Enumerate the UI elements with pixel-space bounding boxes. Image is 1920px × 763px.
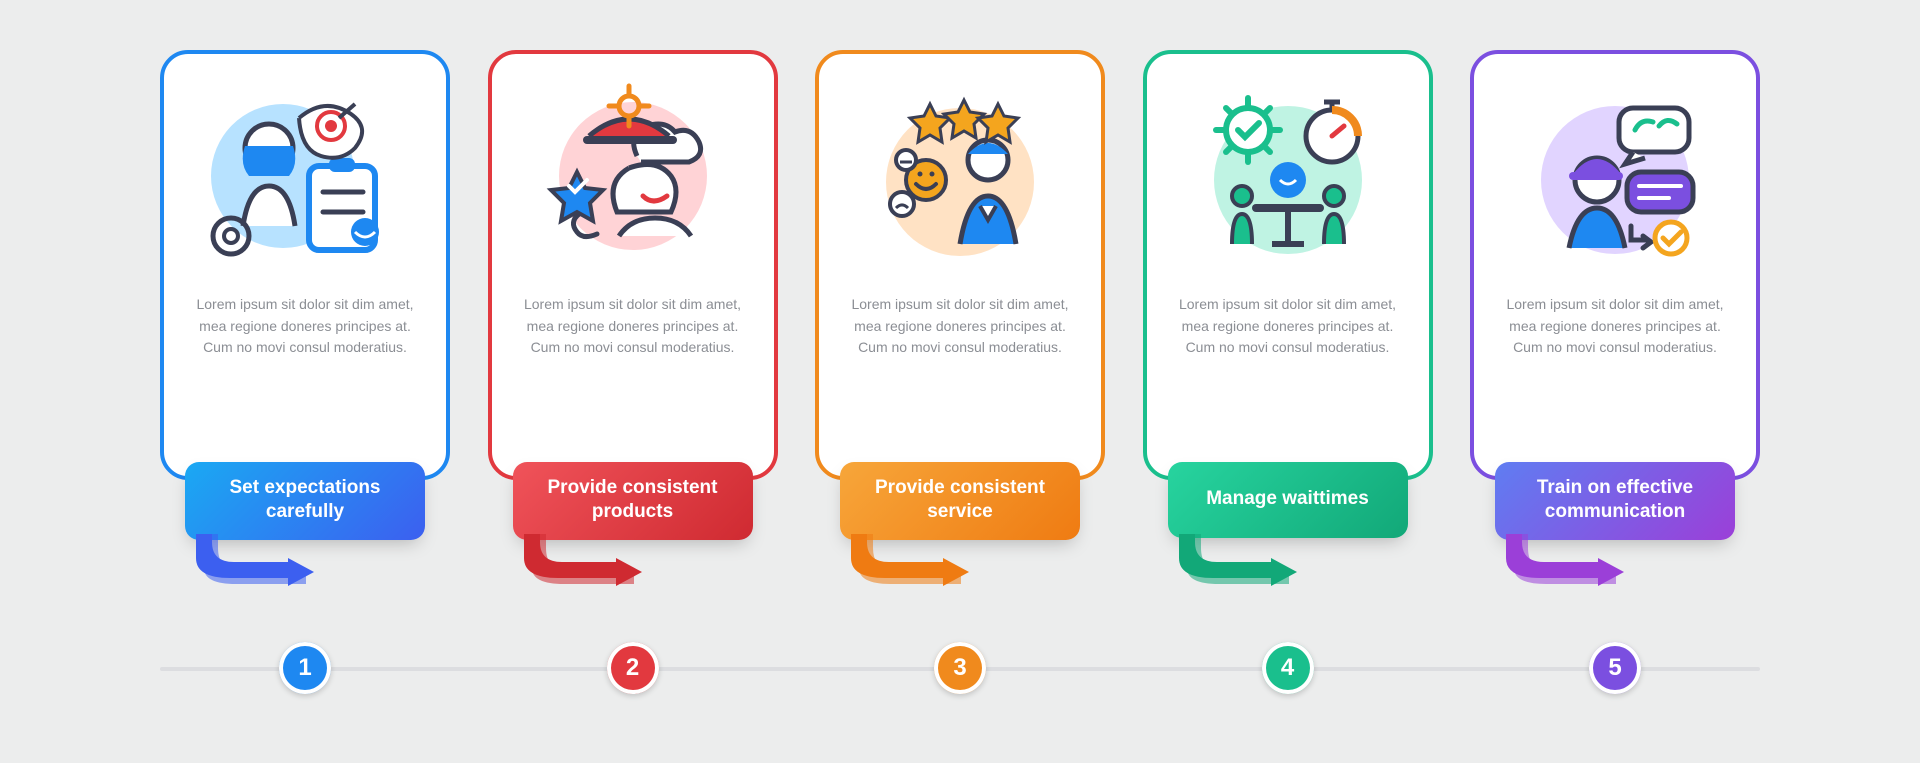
step-title-badge: Manage waittimes xyxy=(1168,462,1408,538)
badge-tail-icon xyxy=(1506,534,1626,624)
step-title-badge: Train on effective communication xyxy=(1495,462,1735,540)
step-title-badge: Set expectations carefully xyxy=(185,462,425,540)
step-number: 2 xyxy=(607,642,659,694)
badge-tail-icon xyxy=(196,534,316,624)
service-icon xyxy=(860,76,1060,276)
products-icon xyxy=(533,76,733,276)
step-card: Lorem ipsum sit dolor sit dim amet, mea … xyxy=(160,50,450,480)
step-description: Lorem ipsum sit dolor sit dim amet, mea … xyxy=(1169,294,1407,359)
step-title-badge: Provide consistent products xyxy=(513,462,753,540)
expectations-icon xyxy=(205,76,405,276)
badge-tail-icon xyxy=(1179,534,1299,624)
step-card: Lorem ipsum sit dolor sit dim amet, mea … xyxy=(1143,50,1433,480)
step-card: Lorem ipsum sit dolor sit dim amet, mea … xyxy=(488,50,778,480)
step-2: Lorem ipsum sit dolor sit dim amet, mea … xyxy=(488,50,778,480)
step-3: Lorem ipsum sit dolor sit dim amet, mea … xyxy=(815,50,1105,480)
step-number: 3 xyxy=(934,642,986,694)
step-5: Lorem ipsum sit dolor sit dim amet, mea … xyxy=(1470,50,1760,480)
step-card: Lorem ipsum sit dolor sit dim amet, mea … xyxy=(1470,50,1760,480)
step-4: Lorem ipsum sit dolor sit dim amet, mea … xyxy=(1143,50,1433,480)
steps-row: Lorem ipsum sit dolor sit dim amet, mea … xyxy=(160,50,1760,480)
step-card: Lorem ipsum sit dolor sit dim amet, mea … xyxy=(815,50,1105,480)
step-1: Lorem ipsum sit dolor sit dim amet, mea … xyxy=(160,50,450,480)
badge-tail-icon xyxy=(524,534,644,624)
badge-tail-icon xyxy=(851,534,971,624)
step-number: 4 xyxy=(1262,642,1314,694)
waittimes-icon xyxy=(1188,76,1388,276)
step-description: Lorem ipsum sit dolor sit dim amet, mea … xyxy=(514,294,752,359)
step-description: Lorem ipsum sit dolor sit dim amet, mea … xyxy=(1496,294,1734,359)
communication-icon xyxy=(1515,76,1715,276)
step-number: 5 xyxy=(1589,642,1641,694)
step-description: Lorem ipsum sit dolor sit dim amet, mea … xyxy=(186,294,424,359)
step-description: Lorem ipsum sit dolor sit dim amet, mea … xyxy=(841,294,1079,359)
step-number: 1 xyxy=(279,642,331,694)
step-title-badge: Provide consistent service xyxy=(840,462,1080,540)
